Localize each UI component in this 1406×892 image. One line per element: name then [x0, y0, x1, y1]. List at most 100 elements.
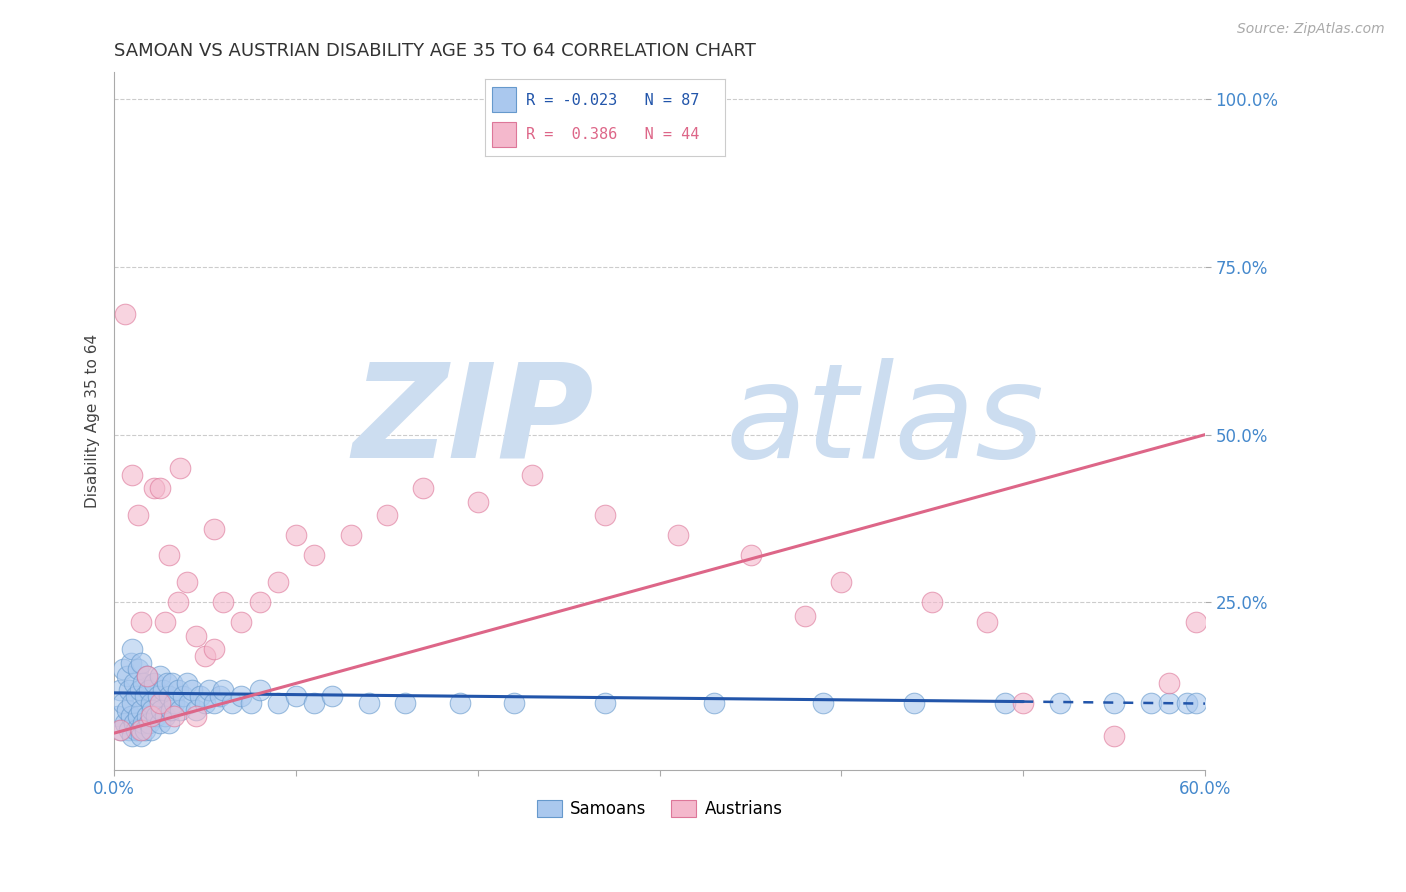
Point — [150, 703, 173, 717]
Point — [114, 716, 136, 731]
Point — [145, 709, 167, 723]
Point — [125, 723, 148, 737]
Point — [121, 730, 143, 744]
Text: ZIP: ZIP — [353, 358, 595, 484]
Point — [107, 709, 129, 723]
Point — [127, 709, 149, 723]
Point — [231, 690, 253, 704]
Point — [169, 703, 191, 717]
Point — [121, 642, 143, 657]
Point — [813, 696, 835, 710]
Point — [115, 669, 138, 683]
Text: SAMOAN VS AUSTRIAN DISABILITY AGE 35 TO 64 CORRELATION CHART: SAMOAN VS AUSTRIAN DISABILITY AGE 35 TO … — [114, 42, 756, 60]
Point — [231, 615, 253, 630]
Point — [194, 696, 217, 710]
Point — [149, 669, 172, 683]
Legend: Samoans, Austrians: Samoans, Austrians — [530, 793, 789, 824]
Point — [152, 682, 174, 697]
Point — [903, 696, 925, 710]
Y-axis label: Disability Age 35 to 64: Disability Age 35 to 64 — [86, 334, 100, 508]
Point — [153, 709, 176, 723]
Point — [1102, 730, 1125, 744]
Point — [239, 696, 262, 710]
Point — [593, 696, 616, 710]
Point — [118, 723, 141, 737]
Point — [143, 481, 166, 495]
Point — [108, 682, 131, 697]
Point — [249, 682, 271, 697]
Point — [134, 690, 156, 704]
Point — [125, 690, 148, 704]
Point — [467, 494, 489, 508]
Point — [114, 307, 136, 321]
Point — [1157, 675, 1180, 690]
Point — [131, 703, 153, 717]
Point — [159, 703, 181, 717]
Point — [1049, 696, 1071, 710]
Point — [1175, 696, 1198, 710]
Point — [184, 629, 207, 643]
Point — [375, 508, 398, 522]
Point — [1157, 696, 1180, 710]
Point — [127, 662, 149, 676]
Point — [139, 696, 162, 710]
Point — [115, 703, 138, 717]
Point — [188, 690, 211, 704]
Point — [1139, 696, 1161, 710]
Point — [131, 723, 153, 737]
Point — [162, 675, 184, 690]
Point — [267, 696, 290, 710]
Point — [121, 696, 143, 710]
Point — [249, 595, 271, 609]
Point — [157, 690, 180, 704]
Point — [285, 690, 308, 704]
Text: atlas: atlas — [725, 358, 1045, 484]
Point — [394, 696, 416, 710]
Point — [157, 549, 180, 563]
Point — [166, 595, 188, 609]
Point — [132, 716, 155, 731]
Point — [181, 682, 204, 697]
Point — [212, 682, 235, 697]
Point — [172, 690, 194, 704]
Point — [143, 675, 166, 690]
Point — [412, 481, 434, 495]
Point — [666, 528, 689, 542]
Point — [146, 690, 169, 704]
Point — [141, 703, 163, 717]
Point — [110, 723, 132, 737]
Point — [149, 481, 172, 495]
Point — [208, 690, 231, 704]
Point — [135, 709, 157, 723]
Point — [740, 549, 762, 563]
Point — [593, 508, 616, 522]
Point — [135, 669, 157, 683]
Text: Source: ZipAtlas.com: Source: ZipAtlas.com — [1237, 22, 1385, 37]
Point — [212, 595, 235, 609]
Point — [112, 662, 135, 676]
Point — [139, 723, 162, 737]
Point — [221, 696, 243, 710]
Point — [121, 467, 143, 482]
Point — [202, 696, 225, 710]
Point — [128, 682, 150, 697]
Point — [149, 696, 172, 710]
Point — [1102, 696, 1125, 710]
Point — [108, 723, 131, 737]
Point — [131, 730, 153, 744]
Point — [302, 549, 325, 563]
Point — [122, 716, 145, 731]
Point — [153, 615, 176, 630]
Point — [163, 709, 186, 723]
Point — [830, 575, 852, 590]
Point — [163, 696, 186, 710]
Point — [176, 675, 198, 690]
Point — [176, 575, 198, 590]
Point — [128, 723, 150, 737]
Point — [120, 656, 142, 670]
Point — [135, 669, 157, 683]
Point — [157, 716, 180, 731]
Point — [267, 575, 290, 590]
Point — [177, 696, 200, 710]
Point — [703, 696, 725, 710]
